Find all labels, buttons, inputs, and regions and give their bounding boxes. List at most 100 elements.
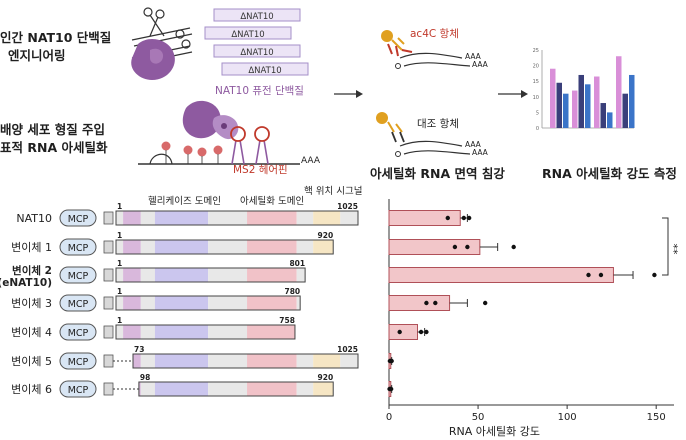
engineering-title-line2: 엔지니어링 [8, 48, 66, 63]
ac4c-antibody-icon [381, 30, 413, 57]
domain-segment [340, 354, 358, 368]
domain-segment [154, 325, 209, 339]
construct-outline [115, 324, 296, 340]
mini-bar [600, 103, 606, 128]
start-residue-label: 1 [117, 231, 122, 240]
domain-segment [116, 211, 124, 225]
bar [388, 324, 418, 340]
construct-row: NAT10 MCP 1 1025 [16, 202, 359, 227]
linker-box [103, 382, 114, 396]
data-point [445, 215, 450, 221]
domain-segment [140, 382, 155, 396]
construct-row: 변이체 5 MCP 73 1025 [11, 345, 359, 370]
transfection-title-line1: 배양 세포 형질 주입 [0, 122, 106, 137]
data-point [452, 244, 458, 250]
measure-stage-label: RNA 아세틸화 강도 측정 [542, 166, 677, 181]
construct-name: 변이체 5 [11, 355, 52, 368]
start-residue-label: 73 [134, 345, 144, 354]
mcp-box [59, 323, 97, 341]
fusion-protein-icon [182, 100, 239, 140]
construct-name: 변이체 1 [11, 241, 52, 254]
ms2-hairpin-label: MS2 헤어핀 [233, 164, 288, 176]
ip-rna-strands-top [395, 52, 471, 69]
domain-segment [123, 211, 141, 225]
mini-tick-label: 5 [536, 110, 539, 116]
header-helicase-domain: 헬리케이즈 도메인 [148, 196, 221, 207]
domain-segment [247, 296, 297, 310]
polya-label-top-2: AAA [472, 60, 488, 69]
domain-segment [313, 354, 341, 368]
mini-bar [616, 56, 622, 128]
domain-segment [154, 382, 209, 396]
domain-segment [296, 240, 314, 254]
mini-bar [572, 90, 578, 128]
delta-label-3: ΔNAT10 [240, 48, 273, 58]
mini-tick-label: 20 [533, 64, 539, 70]
x-tick-label: 50 [472, 412, 485, 423]
domain-segment [296, 268, 306, 282]
end-residue-label: 920 [318, 373, 334, 382]
linker-box [103, 211, 114, 225]
mini-bar [556, 82, 562, 128]
domain-segment [208, 268, 248, 282]
ac4c-antibody-label: ac4C 항체 [410, 28, 459, 40]
domain-segment [154, 296, 209, 310]
domain-segment [138, 382, 141, 396]
mcp-label: MCP [68, 243, 89, 254]
data-point [482, 300, 488, 306]
construct-name: 변이체 4 [11, 326, 52, 339]
domain-segment [140, 240, 155, 254]
domain-segment [132, 354, 141, 368]
construct-outline [115, 295, 301, 311]
mcp-box [59, 209, 97, 227]
delta-label-4: ΔNAT10 [248, 66, 281, 76]
end-residue-label: 1025 [337, 345, 358, 354]
fusion-protein-label: NAT10 퓨전 단백질 [215, 85, 304, 97]
scissors-icon [143, 7, 191, 49]
x-tick-label: 100 [558, 412, 577, 423]
acetylation-bar-chart: 0 50 100 150 RNA 아세틸화 강도 ** [386, 199, 680, 438]
domain-segment [296, 382, 314, 396]
start-residue-label: 1 [117, 316, 122, 325]
domain-segment [208, 296, 248, 310]
domain-segment [296, 211, 314, 225]
data-point [461, 215, 467, 221]
flow-arrow-2 [498, 90, 528, 98]
mini-bar [585, 84, 591, 128]
domain-segment [123, 240, 141, 254]
data-point [465, 244, 470, 250]
mcp-label: MCP [68, 328, 89, 339]
header-acetyl-domain: 아세틸화 도메인 [240, 196, 305, 207]
domain-segment [154, 268, 209, 282]
domain-segment [140, 268, 155, 282]
x-tick-label: 0 [386, 412, 392, 423]
domain-segment [247, 268, 297, 282]
data-point [389, 358, 394, 364]
mcp-label: MCP [68, 214, 89, 225]
start-residue-label: 1 [117, 287, 122, 296]
data-point [418, 329, 424, 335]
header-nls: 핵 위치 시그널 [304, 186, 363, 197]
delta-label-2: ΔNAT10 [231, 30, 264, 40]
start-residue-label: 1 [117, 259, 122, 268]
data-point [511, 244, 516, 250]
mcp-label: MCP [68, 385, 89, 396]
domain-segment [123, 325, 141, 339]
domain-segment [208, 382, 248, 396]
ms2-hairpin-2 [254, 126, 270, 142]
domain-segment [123, 296, 141, 310]
start-residue-label: 1 [117, 202, 122, 211]
domain-segment [123, 268, 141, 282]
mini-tick-label: 15 [533, 79, 539, 85]
construct-row: 변이체 2(eNAT10) MCP 1 801 [0, 259, 306, 289]
domain-segment [140, 354, 155, 368]
end-residue-label: 1025 [337, 202, 358, 211]
mini-bar [563, 93, 569, 128]
domain-segment [140, 296, 155, 310]
mcp-box [59, 266, 97, 284]
construct-outline [138, 381, 334, 397]
mcp-label: MCP [68, 299, 89, 310]
significance-bracket [662, 217, 669, 276]
end-residue-label: 780 [284, 287, 300, 296]
construct-row: 변이체 3 MCP 1 780 [11, 287, 301, 312]
